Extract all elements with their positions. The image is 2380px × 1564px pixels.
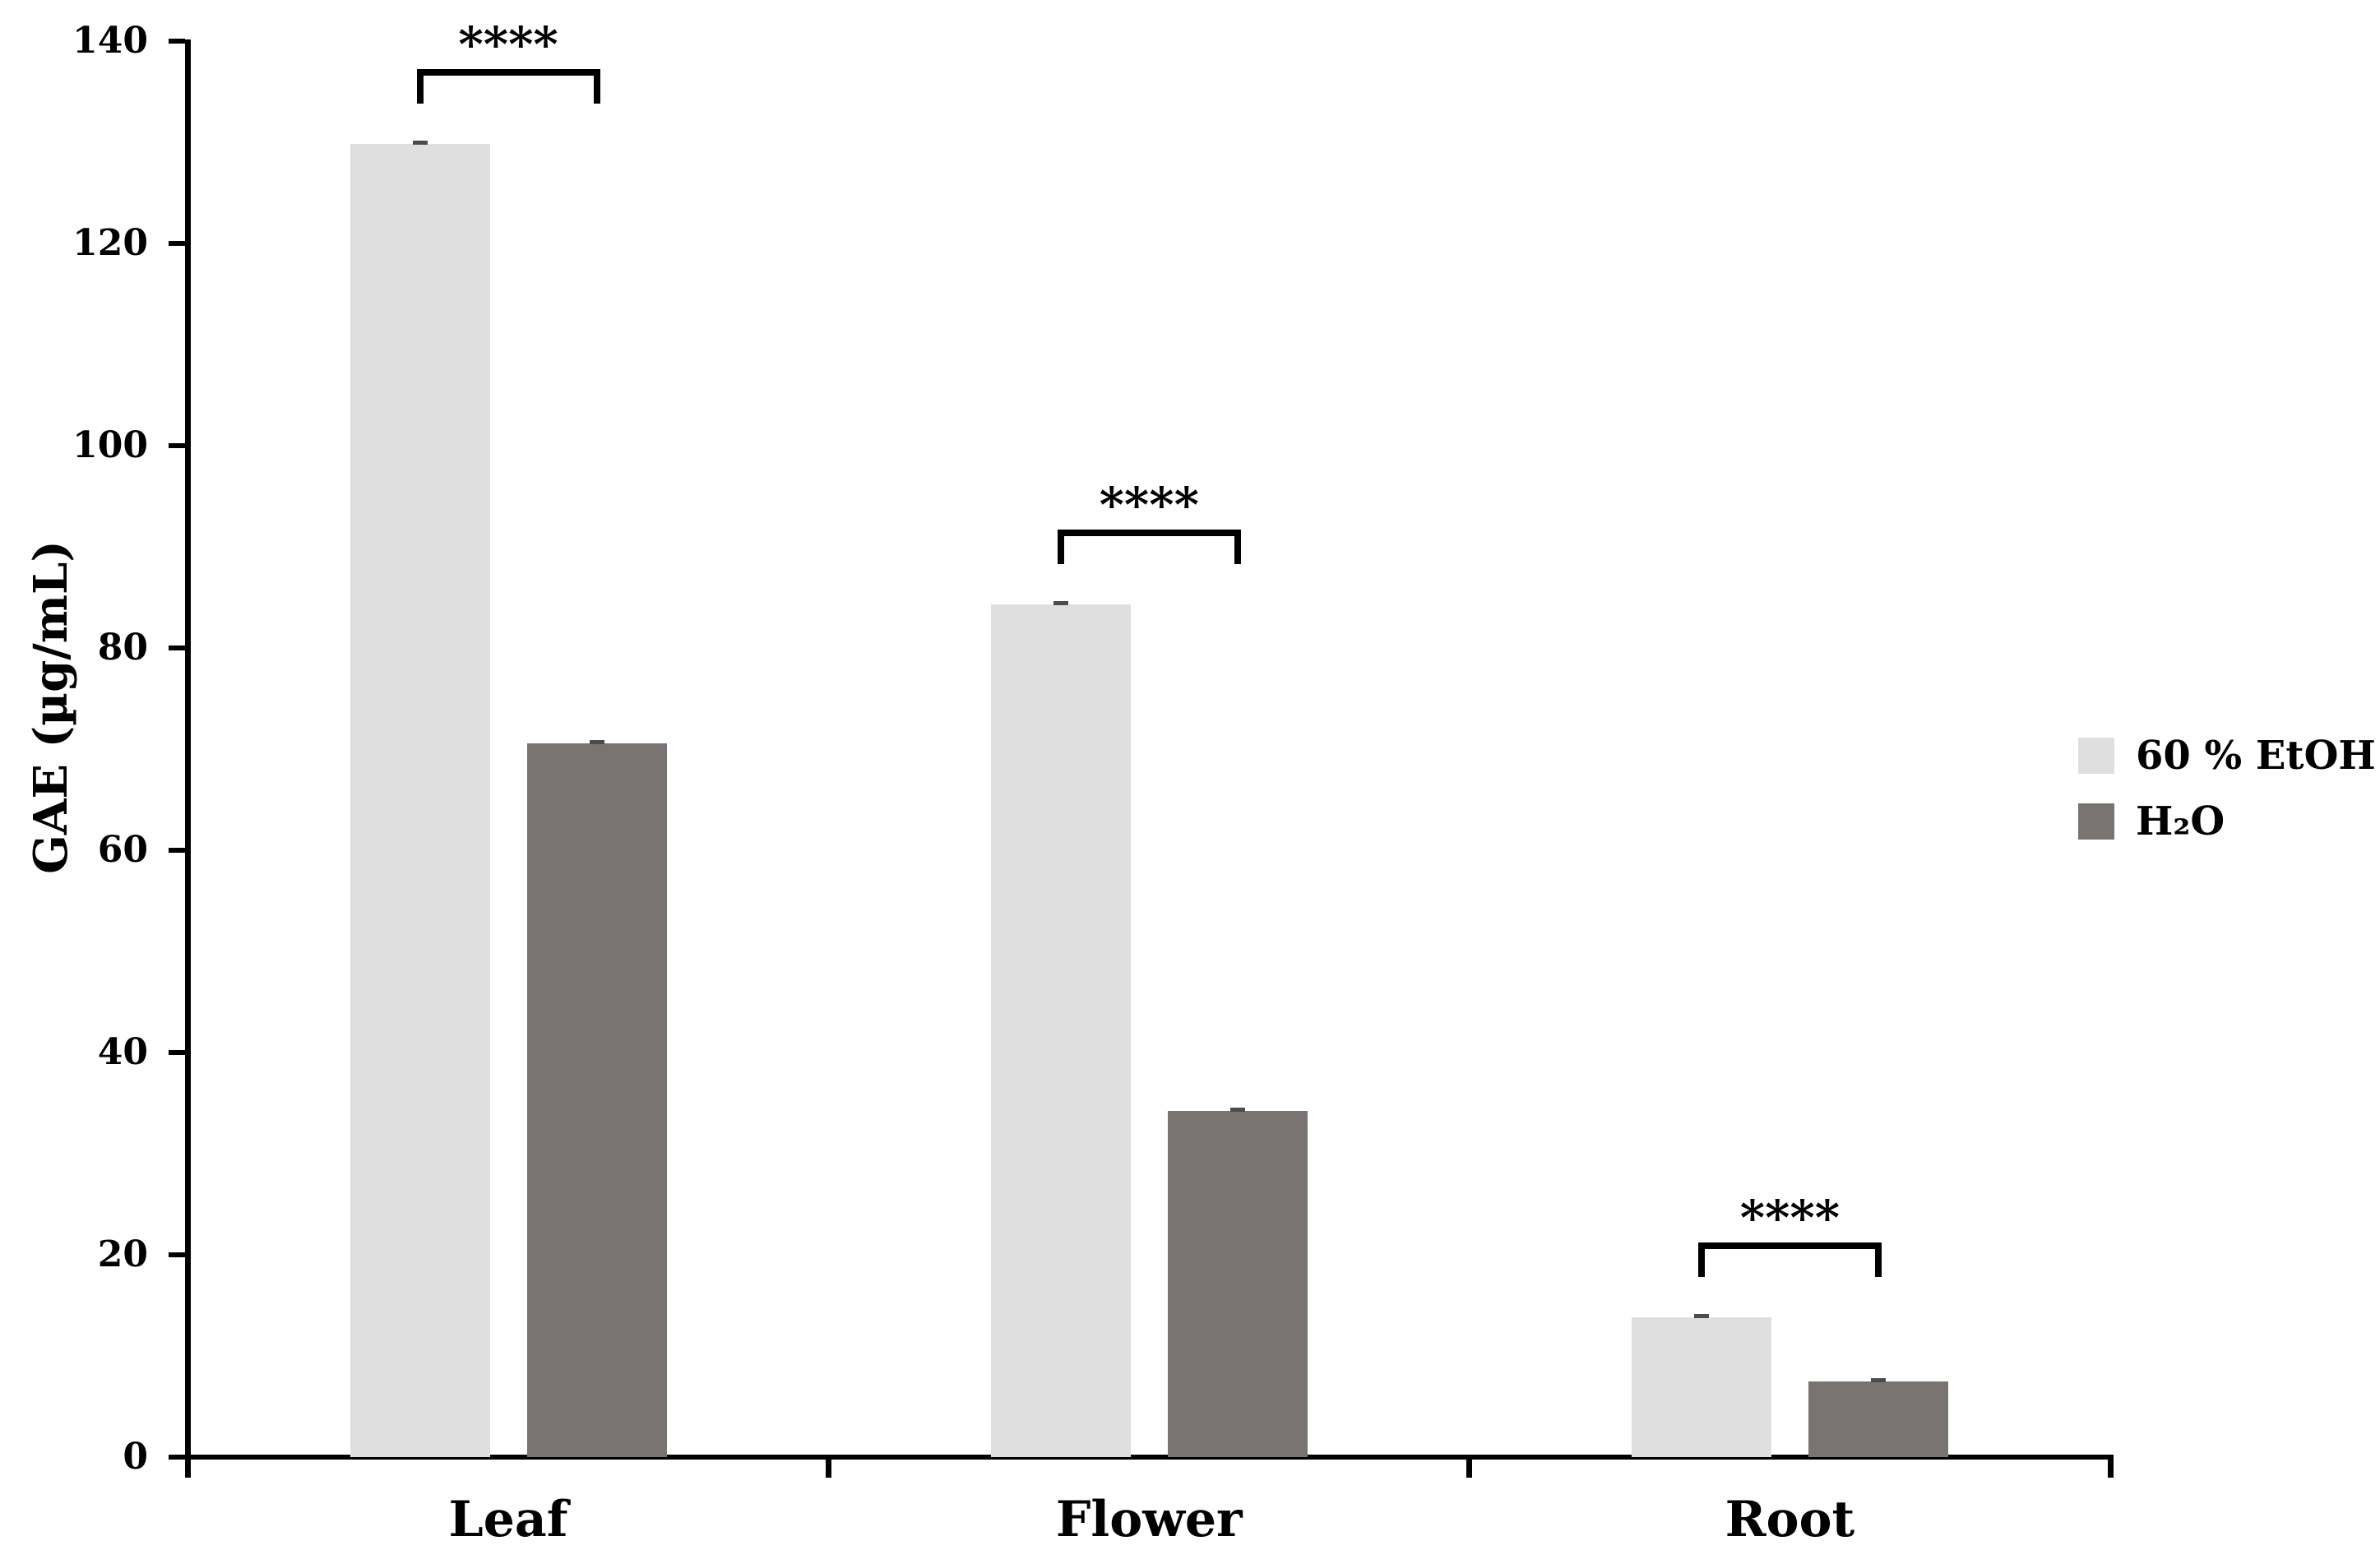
bar-leaf-h2o (526, 743, 667, 1457)
bar-root-h2o (1808, 1381, 1948, 1457)
x-tick (826, 1460, 832, 1478)
significance-stars: **** (1099, 477, 1199, 534)
error-bar-cap (1053, 601, 1068, 606)
legend-label: H₂O (2136, 798, 2225, 844)
x-category-label: Leaf (448, 1491, 568, 1548)
significance-bracket-right (1874, 1242, 1882, 1278)
significance-bracket-right (1234, 530, 1241, 565)
legend-swatch-h2o (2078, 803, 2114, 840)
significance-bracket-top (1697, 1242, 1882, 1250)
legend-item: H₂O (2078, 798, 2358, 853)
x-tick (1466, 1460, 1473, 1478)
y-axis-title: GAE (µg/mL) (24, 540, 78, 874)
significance-bracket-left (416, 69, 424, 104)
legend-label: 60 % EtOH (2136, 733, 2376, 779)
y-tick (169, 645, 185, 650)
error-bar-cap (1229, 1108, 1245, 1113)
y-tick (169, 848, 185, 853)
y-tick (169, 1252, 185, 1257)
y-tick-label: 40 (97, 1031, 148, 1073)
significance-bracket-top (1057, 530, 1241, 537)
x-axis-line (185, 1455, 2114, 1460)
x-category-label: Flower (1055, 1491, 1243, 1548)
y-tick-label: 120 (72, 222, 148, 264)
bar-flower-etoh (990, 604, 1131, 1457)
y-tick-label: 140 (72, 20, 148, 62)
error-bar-cap (589, 739, 604, 744)
y-tick-label: 0 (123, 1436, 148, 1478)
error-bar-cap (412, 141, 428, 146)
significance-bracket-left (1057, 530, 1064, 565)
y-tick (169, 1455, 185, 1460)
y-axis-line (185, 39, 191, 1478)
legend-item: 60 % EtOH (2078, 733, 2376, 787)
significance-stars: **** (458, 16, 558, 73)
error-bar-cap (1870, 1377, 1886, 1382)
significance-bracket-left (1697, 1242, 1705, 1278)
error-bar-cap (1693, 1314, 1709, 1319)
x-category-label: Root (1725, 1491, 1855, 1548)
y-tick-label: 60 (97, 829, 148, 871)
y-tick (169, 443, 185, 448)
x-tick (2107, 1460, 2114, 1478)
significance-stars: **** (1739, 1190, 1841, 1247)
significance-bracket-right (593, 69, 600, 104)
y-tick-label: 20 (97, 1233, 148, 1275)
y-tick (169, 1050, 185, 1055)
y-tick (169, 241, 185, 246)
significance-bracket-top (416, 69, 600, 76)
legend-swatch-etoh (2078, 738, 2114, 774)
y-tick-label: 80 (97, 627, 148, 669)
bar-leaf-etoh (350, 144, 490, 1457)
y-tick-label: 100 (72, 424, 148, 466)
bar-flower-h2o (1167, 1111, 1308, 1457)
bar-root-etoh (1631, 1317, 1771, 1457)
y-tick (169, 39, 185, 44)
